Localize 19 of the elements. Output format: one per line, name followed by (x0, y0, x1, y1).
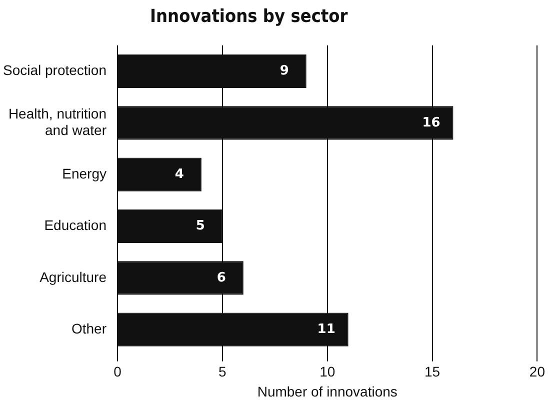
x-tick-label: 15 (424, 364, 440, 380)
y-tick-label: Education (44, 217, 107, 234)
y-tick-label: Health, nutrition and water (8, 105, 107, 138)
data-label: 9 (280, 64, 289, 79)
chart-title: Innovations by sector (150, 6, 348, 27)
x-tick-label: 0 (114, 364, 122, 380)
x-tick-label: 20 (529, 364, 546, 380)
y-tick-label: Agriculture (40, 268, 107, 285)
x-tick-label: 10 (320, 364, 336, 380)
data-label: 5 (196, 218, 205, 234)
data-label: 4 (174, 166, 184, 182)
data-label: 6 (216, 270, 226, 286)
x-axis-title: Number of innovations (257, 383, 398, 400)
x-tick-label: 5 (218, 364, 227, 380)
y-tick-label: Energy (62, 165, 107, 182)
y-tick-label: Other (71, 320, 107, 336)
y-tick-label: Social protection (2, 62, 107, 78)
data-label: 16 (422, 115, 440, 130)
data-label: 11 (317, 322, 336, 337)
